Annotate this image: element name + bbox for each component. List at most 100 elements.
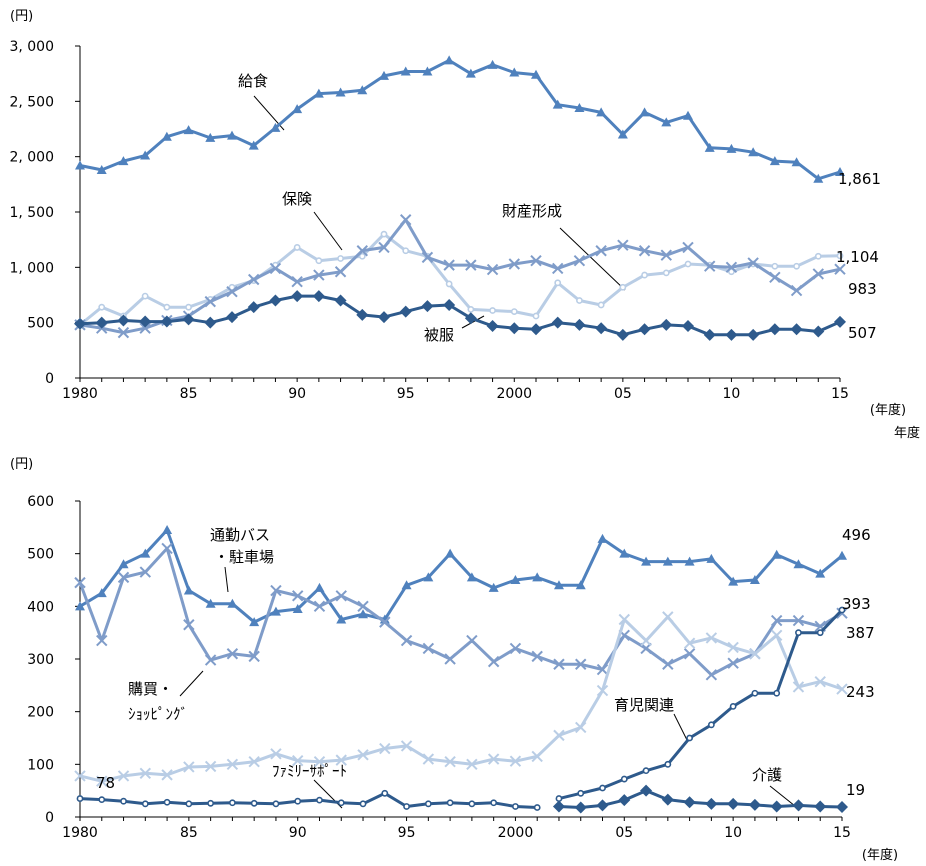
series-point-1-1-27 — [662, 658, 674, 670]
series-point-1-5-21 — [533, 804, 541, 811]
series-point-1-2-25 — [618, 613, 630, 626]
series-point-1-2-26 — [640, 634, 652, 647]
series-point-0-2-22 — [552, 262, 564, 275]
series-point-0-0-21 — [531, 69, 541, 79]
series-point-1-2-18-b — [466, 758, 478, 771]
series-point-1-4-35 — [836, 800, 848, 813]
series-point-0-2-16-b — [421, 251, 434, 264]
series-point-0-1-12 — [337, 255, 344, 262]
series-point-0-3-0 — [74, 317, 86, 330]
series-line-0-2 — [79, 218, 841, 335]
series-point-1-2-4 — [161, 769, 173, 781]
series-point-1-1-1-b — [96, 634, 108, 647]
series-point-1-0-18 — [466, 572, 477, 582]
series-point-1-2-18 — [466, 758, 478, 771]
x-tick-label-1-7: 15 — [833, 825, 851, 841]
series-line-0-3 — [79, 294, 841, 337]
end-label-1-2: 243 — [846, 683, 875, 701]
series-point-1-5-5 — [185, 800, 193, 808]
series-point-1-1-0 — [74, 576, 86, 589]
series-point-0-0-28 — [683, 110, 693, 120]
series-point-1-3-24 — [599, 784, 606, 792]
series-point-1-1-12-b — [335, 590, 347, 602]
series-point-1-1-23-b — [575, 658, 587, 670]
series-point-1-2-13 — [357, 749, 369, 761]
series-point-0-0-1 — [96, 164, 107, 174]
series-point-1-2-9 — [270, 748, 282, 760]
series-point-0-3-15 — [399, 305, 412, 318]
series-point-1-1-6-b — [204, 654, 217, 666]
leader-zaisan — [559, 227, 626, 291]
series-point-1-5-8 — [250, 799, 258, 807]
series-point-1-0-12 — [336, 614, 347, 624]
series-point-0-2-7 — [226, 285, 238, 298]
series-point-1-1-29-b — [705, 669, 718, 681]
series-point-0-2-14 — [378, 241, 390, 254]
series-point-0-1-20 — [510, 308, 518, 315]
series-point-1-5-13 — [359, 800, 367, 808]
series-point-1-2-12 — [335, 754, 347, 766]
series-point-0-2-19-b — [486, 263, 499, 276]
series-point-1-2-1-b — [96, 775, 108, 787]
series-point-0-2-30-b — [725, 261, 738, 274]
series-point-0-3-10 — [291, 290, 304, 303]
series-point-1-0-21 — [532, 572, 543, 582]
series-point-1-1-10 — [292, 590, 304, 602]
series-point-1-5-19 — [490, 799, 498, 807]
series-point-0-3-22 — [551, 316, 564, 329]
series-point-0-0-12 — [335, 87, 346, 97]
series-point-1-1-28 — [683, 648, 696, 660]
series-point-0-2-15-b — [400, 214, 412, 226]
series-point-1-0-35 — [837, 550, 847, 560]
series-point-1-2-10-b — [292, 754, 304, 767]
series-point-1-4-29 — [705, 797, 718, 810]
series-point-0-0-6 — [205, 132, 216, 142]
series-point-0-2-21 — [530, 254, 542, 267]
y-tick-label-0-2: 1, 000 — [9, 260, 54, 276]
series-point-1-1-5-b — [183, 619, 195, 631]
series-point-1-2-1 — [96, 775, 108, 787]
series-point-1-0-32 — [771, 549, 782, 559]
leader-ikuji — [673, 713, 689, 743]
series-point-1-2-28-b — [683, 637, 696, 649]
x-tick-label-0-4: 2000 — [496, 386, 532, 402]
series-point-0-2-8-b — [248, 273, 260, 286]
series-point-1-1-23 — [575, 658, 587, 670]
series-point-1-2-0 — [74, 770, 86, 782]
series-point-1-2-23-b — [575, 721, 587, 734]
series-point-0-2-18 — [465, 259, 477, 271]
series-point-0-1-23 — [576, 297, 583, 304]
series-point-1-5-1 — [98, 796, 106, 804]
series-point-1-1-25-b — [618, 629, 630, 642]
series-point-1-1-14-b — [379, 616, 391, 628]
series-point-1-4-31 — [748, 798, 761, 811]
series-point-0-2-11-b — [313, 269, 325, 281]
series-point-0-0-35 — [835, 167, 845, 177]
series-point-0-0-31 — [748, 147, 759, 157]
series-point-1-1-15 — [400, 634, 413, 647]
series-point-1-1-27-b — [662, 658, 674, 670]
series-point-1-5-17 — [446, 799, 454, 807]
series-point-1-5-14 — [381, 789, 389, 797]
series-point-1-1-13 — [357, 600, 369, 613]
series-point-1-1-14 — [379, 616, 391, 628]
y-tick-label-1-4: 400 — [27, 599, 54, 615]
series-point-0-1-33 — [793, 262, 800, 270]
series-point-0-2-2-b — [117, 326, 130, 339]
series-point-0-3-9 — [269, 294, 282, 307]
series-point-0-2-35 — [834, 263, 846, 275]
series-point-1-5-6 — [207, 799, 215, 807]
series-point-0-0-11 — [313, 88, 324, 98]
series-point-1-2-11 — [313, 755, 326, 768]
series-point-1-2-28 — [683, 637, 696, 649]
series-label-kobai: 購買・ ｼｮｯﾋﾟﾝｸﾞ — [128, 680, 188, 723]
series-point-1-2-27-b — [662, 611, 674, 623]
series-point-1-5-10 — [294, 797, 302, 805]
series-point-0-0-25 — [617, 129, 628, 139]
series-point-0-2-12 — [334, 266, 347, 278]
series-label-zaisan: 財産形成 — [502, 202, 562, 220]
x-tick-label-0-2: 90 — [288, 386, 306, 402]
series-point-0-0-34 — [813, 173, 824, 183]
series-point-0-3-3 — [139, 315, 152, 328]
series-point-0-3-1 — [95, 316, 108, 329]
